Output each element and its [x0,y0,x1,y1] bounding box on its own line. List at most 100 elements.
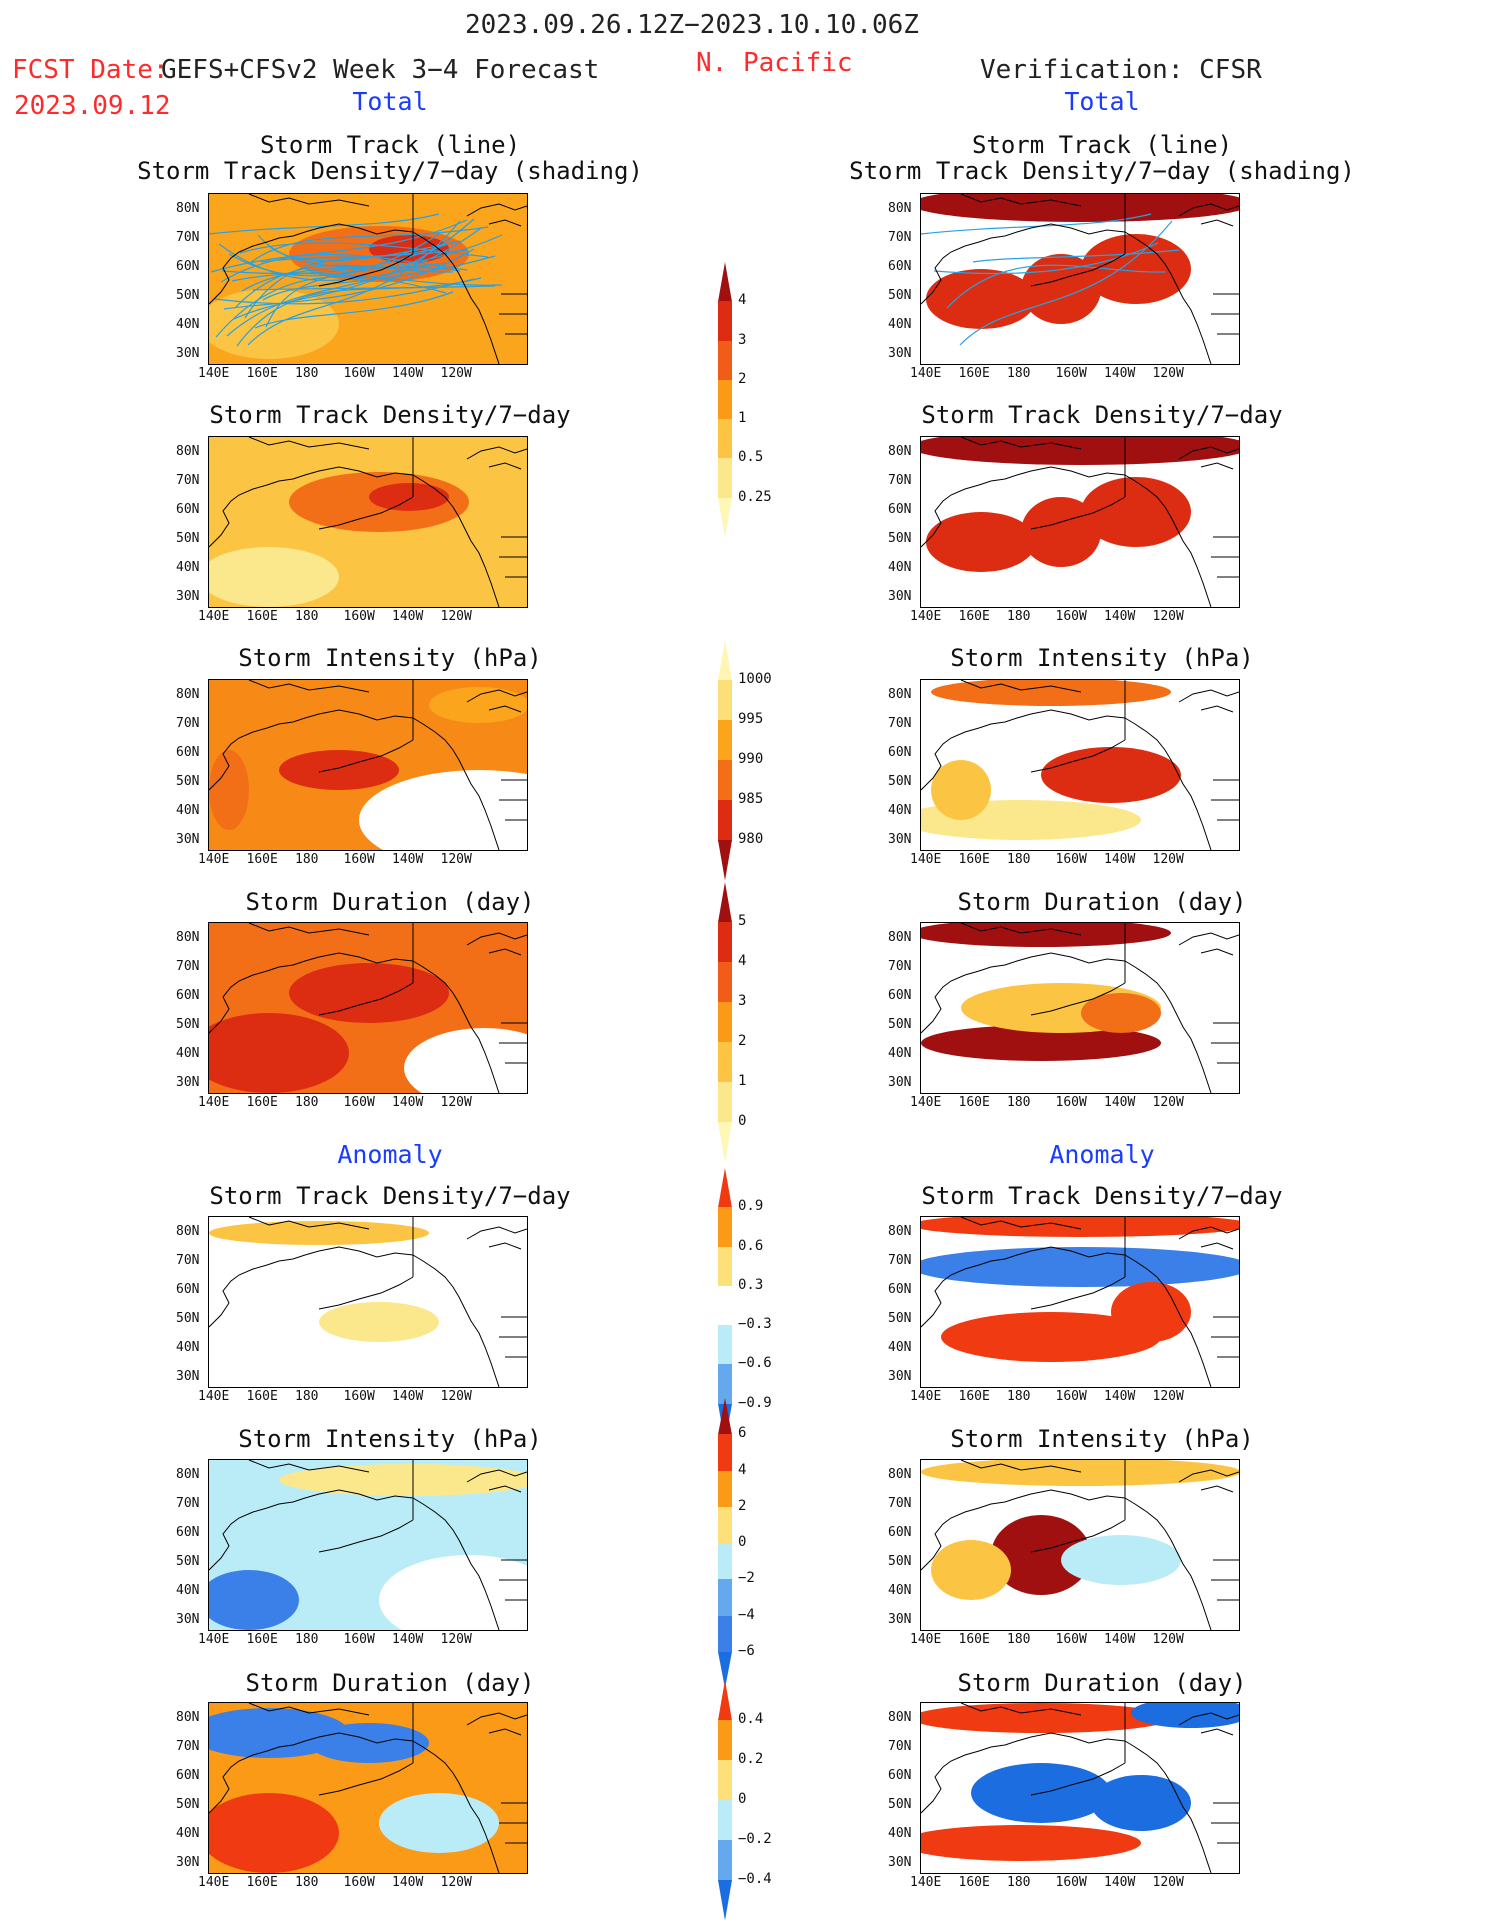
lat-tick-label: 80N [888,930,912,945]
lat-tick-label: 60N [888,1768,912,1783]
lat-tick-label: 70N [888,230,912,245]
lon-tick-label: 180 [1007,852,1031,867]
lat-tick-label: 30N [176,1855,200,1870]
storm-track-lines [921,213,1180,346]
colorbar-segment [718,1042,732,1083]
right-density-anom-title: Storm Track Density/7−day [921,1182,1283,1210]
right-duration-map [920,922,1240,1094]
shading-region [921,1247,1239,1287]
lon-tick-label: 120W [1152,1095,1184,1110]
colorbar-segment [718,1002,732,1043]
lon-tick-label: 140W [392,1095,424,1110]
lon-tick-label: 140E [198,852,230,867]
left-density-anom-map [208,1216,528,1388]
colorbar-segment [718,1122,732,1163]
left-duration-anom-title: Storm Duration (day) [245,1669,535,1697]
lon-tick-label: 160E [958,1875,990,1890]
left-anomaly-label: Anomaly [337,1140,443,1169]
shading-region [921,1460,1239,1486]
colorbar-segment [718,497,732,538]
lon-tick-label: 160W [1055,1632,1087,1647]
lon-tick-label: 140W [392,366,424,381]
lon-tick-label: 140E [910,1875,942,1890]
lon-tick-label: 140E [198,366,230,381]
lat-tick-label: 60N [888,988,912,1003]
lon-tick-label: 140W [1104,852,1136,867]
colorbar-segment [718,1470,732,1508]
shading-region [1081,477,1191,547]
colorbar-segment [718,1615,732,1653]
lat-tick-label: 30N [176,1369,200,1384]
colorbar-label: −0.2 [738,1831,772,1847]
colorbar-label: 3 [738,331,747,348]
lat-tick-label: 70N [176,716,200,731]
shading-region [941,1312,1161,1362]
lat-tick-label: 80N [888,1467,912,1482]
lon-tick-label: 140W [1104,609,1136,624]
shading-region [926,269,1036,329]
lat-tick-label: 80N [176,444,200,459]
right-total-label: Total [1064,87,1140,116]
colorbar-label: 3 [738,993,747,1009]
shading-region [931,1540,1011,1600]
verification-label: Verification: CFSR [980,55,1262,85]
lat-tick-label: 70N [176,230,200,245]
colorbar-segment [718,1325,732,1365]
lon-tick-label: 160W [343,852,375,867]
right-track-shading-title: Storm Track Density/7−day (shading) [849,157,1355,185]
lat-tick-label: 70N [176,1739,200,1754]
colorbar-segment [718,1082,732,1123]
lon-tick-label: 140E [910,852,942,867]
lat-tick-label: 50N [888,1797,912,1812]
right-density-title: Storm Track Density/7−day [921,401,1283,429]
shading-region [1041,747,1181,803]
colorbar-segment [718,379,732,420]
shading-region [309,1723,429,1763]
colorbar-label: 980 [738,831,764,847]
right-intensity-title: Storm Intensity (hPa) [950,644,1254,672]
fcst-source: GEFS+CFSv2 Week 3−4 Forecast [161,55,600,85]
lat-tick-label: 80N [176,930,200,945]
lat-tick-label: 50N [888,288,912,303]
colorbar-segment [718,1543,732,1580]
lon-tick-label: 160E [246,1632,278,1647]
colorbar-label: 0.2 [738,1751,764,1767]
colorbar-label: 0.9 [738,1198,764,1215]
colorbar-segment [718,1398,732,1435]
lat-tick-label: 60N [176,1768,200,1783]
lat-tick-label: 60N [888,745,912,760]
shading-region [209,1570,299,1630]
left-density-title: Storm Track Density/7−day [209,401,571,429]
left-track-shading-title: Storm Track Density/7−day (shading) [137,157,643,185]
lat-tick-label: 40N [176,560,200,575]
lon-tick-label: 140E [198,1095,230,1110]
colorbar-segment [718,680,732,721]
lon-tick-label: 140W [1104,1095,1136,1110]
colorbar-label: −2 [738,1570,755,1587]
lon-tick-label: 160E [958,1632,990,1647]
colorbar-segment [718,640,732,681]
colorbar-segment [718,1680,732,1721]
lat-tick-label: 40N [176,1826,200,1841]
coastline [921,923,1239,1093]
colorbar-label: 2 [738,1497,747,1514]
lon-tick-label: 120W [1152,852,1184,867]
colorbar-segment [718,1840,732,1881]
coastline [921,1460,1239,1630]
left-duration-anom-map [208,1702,528,1874]
lat-tick-label: 80N [176,687,200,702]
lat-tick-label: 40N [176,1583,200,1598]
right-track-line-title: Storm Track (line) [971,131,1233,159]
coastline [921,437,1239,607]
left-intensity-map [208,679,528,851]
colorbar-intensity-anom [718,1398,732,1689]
lon-tick-label: 180 [295,1875,319,1890]
colorbar-segment [718,1207,732,1248]
lat-tick-label: 60N [888,502,912,517]
storm-track-lines [209,213,503,347]
lon-tick-label: 160W [343,1632,375,1647]
lat-tick-label: 60N [176,988,200,1003]
colorbar-density-anom [718,1168,732,1444]
colorbar-label: −0.3 [738,1316,772,1333]
lon-tick-label: 140E [198,1389,230,1404]
